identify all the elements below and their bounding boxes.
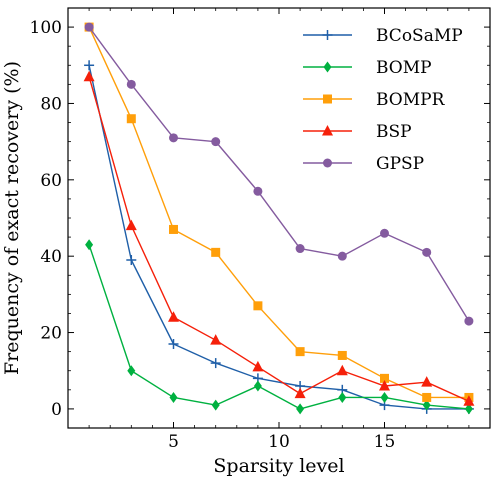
plot-marks bbox=[83, 22, 475, 415]
data-point-bsp bbox=[336, 364, 348, 376]
legend-item-bomp: BOMP bbox=[303, 58, 432, 78]
x-axis: 5 10 15 bbox=[88, 8, 470, 452]
data-point-bomp bbox=[169, 391, 178, 403]
legend-label-bompr: BOMPR bbox=[376, 90, 446, 110]
series-bsp bbox=[83, 70, 475, 406]
y-axis-title: Frequency of exact recovery (%) bbox=[1, 61, 23, 375]
data-point-bompr bbox=[211, 247, 221, 257]
series-bompr bbox=[84, 22, 474, 402]
y-tick-label: 60 bbox=[40, 171, 62, 191]
data-point-bsp bbox=[252, 360, 264, 372]
legend-label-bsp: BSP bbox=[376, 122, 412, 142]
data-point-gpsp bbox=[84, 22, 94, 32]
y-tick-label: 20 bbox=[40, 324, 62, 344]
data-point-bcosamp bbox=[168, 339, 179, 349]
data-point-bompr bbox=[295, 347, 305, 357]
data-point-bsp bbox=[379, 380, 390, 391]
series-gpsp bbox=[84, 22, 474, 326]
x-tick-label: 10 bbox=[268, 432, 290, 452]
series-line-bsp bbox=[88, 76, 470, 402]
series-line-bomp bbox=[88, 244, 469, 410]
data-point-gpsp bbox=[337, 251, 347, 261]
legend-label-bcosamp: BCoSaMP bbox=[376, 26, 463, 46]
legend-item-gpsp: GPSP bbox=[303, 154, 424, 174]
y-tick-label: 40 bbox=[40, 247, 62, 267]
x-tick-label: 5 bbox=[168, 432, 179, 452]
data-point-bcosamp bbox=[210, 358, 221, 369]
data-point-bsp bbox=[125, 219, 137, 231]
data-point-bsp bbox=[294, 387, 306, 399]
series-bcosamp bbox=[84, 60, 474, 414]
x-axis-title: Sparsity level bbox=[213, 455, 344, 477]
y-tick-label: 100 bbox=[30, 18, 62, 38]
data-point-gpsp bbox=[295, 244, 305, 254]
data-point-bomp bbox=[464, 403, 473, 415]
data-point-bcosamp bbox=[84, 60, 95, 71]
data-point-bsp bbox=[463, 395, 475, 406]
y-tick-label: 80 bbox=[40, 94, 62, 114]
legend-marker-bomp bbox=[323, 61, 332, 73]
legend: BCoSaMP BOMP BOMPR BSP GPSP bbox=[303, 26, 463, 174]
legend-label-gpsp: GPSP bbox=[376, 154, 424, 174]
legend-item-bcosamp: BCoSaMP bbox=[303, 26, 463, 46]
data-point-bompr bbox=[337, 350, 347, 360]
series-line-bcosamp bbox=[88, 65, 469, 410]
data-point-bsp bbox=[210, 334, 222, 345]
data-point-gpsp bbox=[422, 247, 432, 257]
data-point-bomp bbox=[127, 365, 136, 377]
data-point-gpsp bbox=[464, 316, 474, 326]
data-point-bomp bbox=[85, 239, 94, 251]
legend-item-bsp: BSP bbox=[303, 122, 412, 142]
y-tick-label: 0 bbox=[51, 400, 62, 420]
data-point-bompr bbox=[253, 301, 263, 311]
data-point-bomp bbox=[253, 380, 262, 392]
data-point-gpsp bbox=[211, 137, 221, 147]
series-line-bompr bbox=[88, 26, 469, 399]
data-point-bompr bbox=[380, 373, 389, 383]
data-point-bompr bbox=[169, 224, 178, 234]
series-line-gpsp bbox=[88, 26, 470, 322]
data-point-gpsp bbox=[253, 186, 263, 196]
series-bomp bbox=[85, 239, 473, 415]
data-point-bsp bbox=[83, 70, 95, 82]
data-point-bomp bbox=[422, 399, 431, 411]
data-point-bomp bbox=[380, 391, 389, 403]
data-point-bompr bbox=[126, 114, 136, 124]
data-point-bomp bbox=[296, 403, 305, 415]
legend-marker-gpsp bbox=[323, 158, 332, 168]
y-axis: 0 20 40 60 80 100 bbox=[30, 18, 490, 420]
data-point-gpsp bbox=[380, 228, 389, 238]
legend-marker-bompr bbox=[323, 94, 332, 104]
data-point-bsp bbox=[421, 376, 433, 387]
x-tick-label: 15 bbox=[374, 432, 396, 452]
data-point-bcosamp bbox=[126, 255, 137, 265]
legend-label-bomp: BOMP bbox=[376, 58, 432, 78]
data-point-bomp bbox=[211, 399, 220, 411]
data-point-bsp bbox=[168, 311, 179, 322]
data-point-gpsp bbox=[126, 79, 136, 89]
data-point-bomp bbox=[338, 391, 347, 403]
legend-item-bompr: BOMPR bbox=[303, 90, 446, 110]
data-point-gpsp bbox=[169, 133, 178, 143]
legend-marker-bcosamp bbox=[322, 30, 333, 40]
legend-marker-bsp bbox=[322, 125, 333, 136]
data-point-bompr bbox=[422, 392, 432, 402]
